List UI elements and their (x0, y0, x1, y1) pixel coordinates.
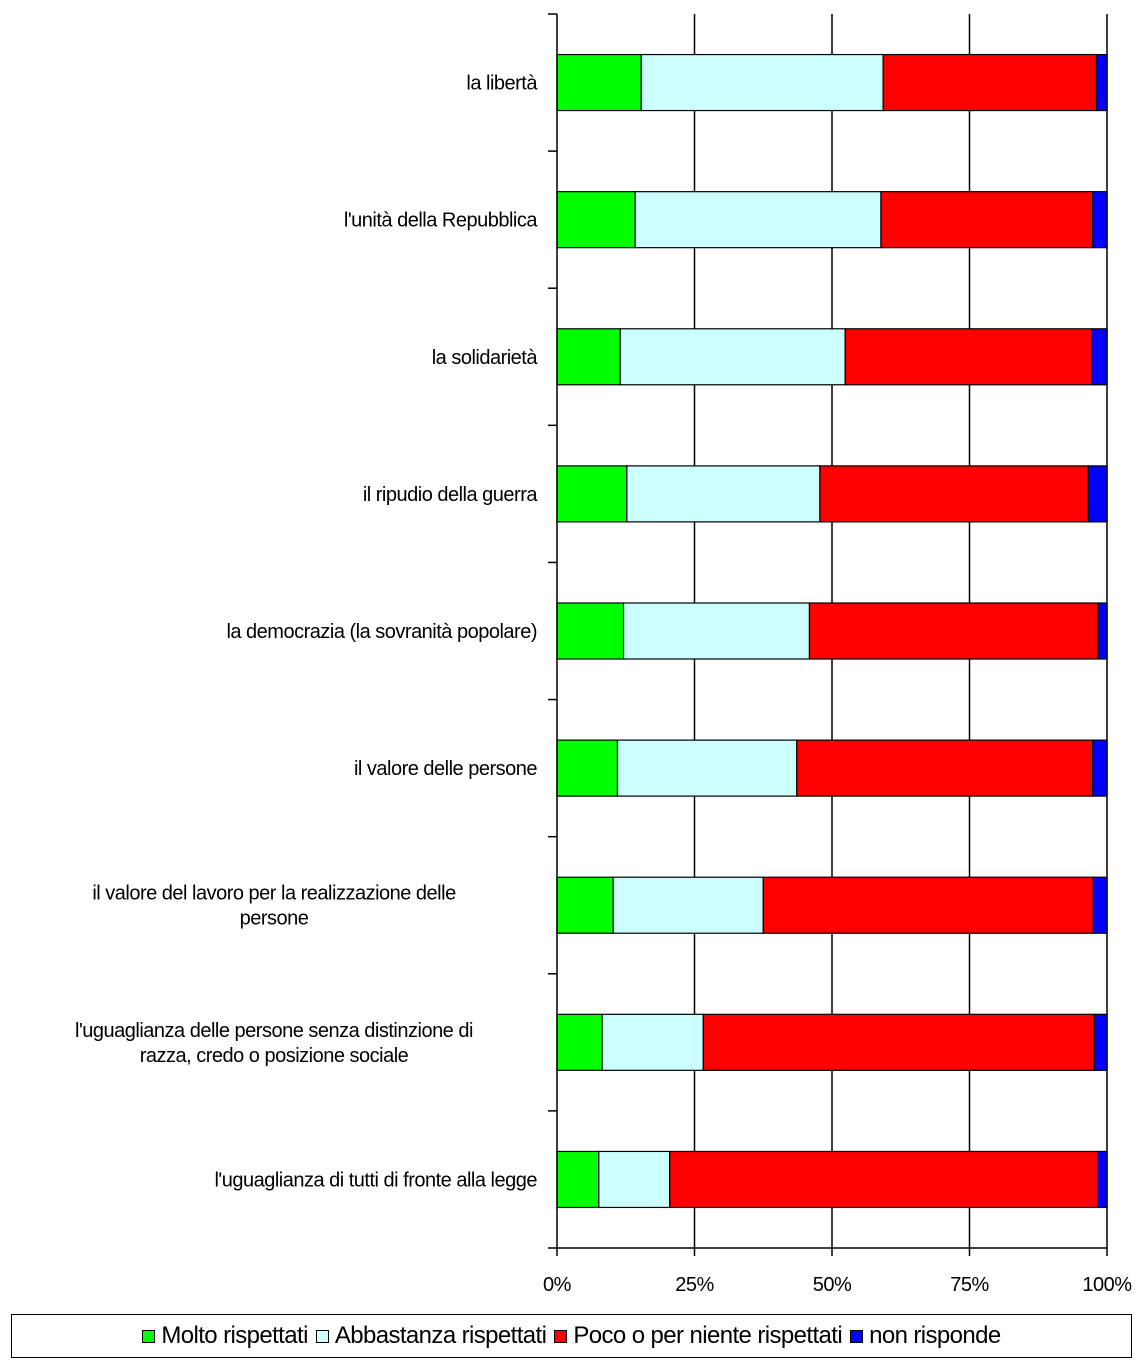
category-label-line: la libertà (466, 73, 538, 95)
bar-segment (762, 876, 1094, 934)
legend-swatch (554, 1329, 568, 1343)
category-label: la solidarietà (432, 347, 539, 369)
category-label: l'uguaglianza delle persone senza distin… (75, 1020, 473, 1067)
bar-segment (1092, 876, 1108, 934)
bar-segment (844, 328, 1093, 386)
bar-segment (622, 602, 811, 660)
x-tick-label: 100% (1082, 1274, 1132, 1296)
bar-segment (796, 739, 1094, 797)
bar-segment (601, 1013, 704, 1071)
bar-segment (619, 328, 846, 386)
legend-label: Abbastanza rispettati (334, 1322, 547, 1349)
bar-segment (626, 465, 821, 523)
category-label: l'uguaglianza di tutti di fronte alla le… (214, 1169, 537, 1191)
bar-segment (556, 53, 642, 112)
bar-segment (1097, 602, 1108, 660)
legend-swatch (850, 1329, 864, 1343)
bar-segment (556, 1150, 600, 1209)
bar-segment (634, 191, 882, 249)
bar-segment (556, 739, 619, 797)
category-label-line: la democrazia (la sovranità popolare) (226, 621, 537, 643)
category-label-line: l'uguaglianza delle persone senza distin… (75, 1020, 473, 1042)
legend-label: Molto rispettati (161, 1322, 308, 1349)
legend-swatch (315, 1329, 329, 1343)
bar-segment (1087, 465, 1108, 523)
legend-label: non risponde (869, 1322, 1001, 1349)
bar-segment (880, 191, 1094, 249)
category-label: il ripudio della guerra (363, 484, 539, 506)
category-label-line: l'uguaglianza di tutti di fronte alla le… (214, 1169, 537, 1191)
category-label-line: l'unità della Repubblica (344, 210, 538, 232)
bar-segment (882, 53, 1098, 112)
bar-segment (556, 465, 628, 523)
category-label-line: razza, credo o posizione sociale (140, 1045, 409, 1067)
bar-segment (556, 328, 621, 386)
legend-item: Abbastanza rispettati (315, 1322, 547, 1350)
x-tick-label: 0% (543, 1274, 572, 1296)
bar-segment (669, 1150, 1099, 1209)
legend-item: Poco o per niente rispettati (554, 1322, 843, 1350)
category-label: il valore del lavoro per la realizzazion… (92, 883, 456, 930)
category-label: l'unità della Repubblica (344, 210, 538, 232)
bar-segment (1092, 739, 1108, 797)
bar-segment (556, 602, 625, 660)
bar-segment (1095, 53, 1108, 112)
bar-segment (1093, 1013, 1108, 1071)
bar-segment (1097, 1150, 1108, 1209)
legend-item: non risponde (850, 1322, 1001, 1350)
bar-segment (556, 876, 614, 934)
bar-segment (1090, 328, 1108, 386)
legend-label: Poco o per niente rispettati (573, 1322, 843, 1349)
bar-segment (612, 876, 764, 934)
axes (548, 13, 1108, 1256)
category-label-line: il valore del lavoro per la realizzazion… (92, 883, 456, 905)
category-label-line: persone (240, 908, 309, 930)
x-tick-label: 50% (813, 1274, 852, 1296)
bar-segment (819, 465, 1089, 523)
legend: Molto rispettati Abbastanza rispettati Poc… (11, 1314, 1132, 1358)
bar-segment (808, 602, 1099, 660)
category-label: la democrazia (la sovranità popolare) (226, 621, 537, 643)
category-label-line: la solidarietà (432, 347, 539, 369)
category-label: il valore delle persone (354, 758, 537, 780)
category-label: la libertà (466, 73, 538, 95)
legend-item: Molto rispettati (142, 1322, 308, 1350)
bar-segment (702, 1013, 1095, 1071)
bar-segment (640, 53, 884, 112)
bar-segment (616, 739, 798, 797)
x-tick-label: 75% (950, 1274, 989, 1296)
legend-swatch (142, 1329, 156, 1343)
bar-segment (556, 191, 636, 249)
bars (556, 53, 1108, 1209)
bar-chart-svg: 0% 25% 50% 75% 100% la libertà l'unità della R… (75, 13, 1133, 1296)
x-tick-label: 25% (675, 1274, 714, 1296)
category-label-line: il ripudio della guerra (363, 484, 539, 506)
bar-segment (556, 1013, 603, 1071)
bar-segment (1092, 191, 1108, 249)
category-label-line: il valore delle persone (354, 758, 537, 780)
bar-segment (598, 1150, 671, 1209)
